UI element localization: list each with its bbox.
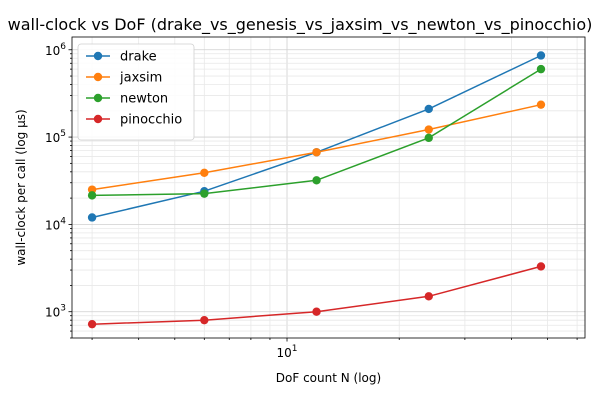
y-axis-label: wall-clock per call (log µs) <box>14 109 28 265</box>
series-newton <box>87 64 546 200</box>
chart-title: wall-clock vs DoF (drake_vs_genesis_vs_j… <box>8 15 593 35</box>
ticks: 101 103 104 105 106 <box>45 42 578 360</box>
legend-item-pinocchio: pinocchio <box>86 113 182 128</box>
data-point-drake <box>536 51 546 60</box>
data-point-drake <box>424 104 433 114</box>
series-pinocchio <box>87 262 546 329</box>
legend-swatch-marker <box>93 72 103 82</box>
data-point-pinocchio <box>536 262 546 271</box>
data-point-drake <box>87 213 97 222</box>
y-tick-label: 103 <box>45 304 66 320</box>
legend-item-jaxsim: jaxsim <box>86 71 162 86</box>
data-point-newton <box>200 189 209 198</box>
data-point-pinocchio <box>424 292 433 301</box>
plot-frame <box>71 36 586 339</box>
legend-swatch-marker <box>93 93 103 103</box>
legend-box <box>77 43 195 141</box>
data-point-newton <box>87 191 97 200</box>
data-point-pinocchio <box>200 315 209 325</box>
data-point-jaxsim <box>200 168 209 177</box>
x-tick-label: 101 <box>277 344 298 360</box>
legend-label: newton <box>120 92 168 107</box>
data-point-jaxsim <box>312 148 321 157</box>
y-tick-label: 106 <box>45 42 66 58</box>
y-tick-label: 104 <box>45 216 66 232</box>
data-point-pinocchio <box>312 307 321 316</box>
legend-label: pinocchio <box>120 113 182 128</box>
legend: drake jaxsim newton pinocchio <box>77 43 195 141</box>
y-tick-label: 105 <box>45 129 66 145</box>
legend-swatch-marker <box>93 51 103 61</box>
data-point-pinocchio <box>87 319 97 329</box>
data-point-jaxsim <box>536 100 546 109</box>
data-point-newton <box>424 133 433 143</box>
legend-item-newton: newton <box>86 92 168 107</box>
legend-item-drake: drake <box>86 50 157 65</box>
data-point-jaxsim <box>424 125 433 134</box>
x-axis-label: DoF count N (log) <box>276 371 381 385</box>
legend-label: jaxsim <box>119 71 162 86</box>
series-layer <box>87 51 546 329</box>
data-point-newton <box>312 176 321 185</box>
legend-label: drake <box>120 50 157 65</box>
data-point-newton <box>536 64 546 74</box>
legend-swatch-marker <box>93 114 103 124</box>
